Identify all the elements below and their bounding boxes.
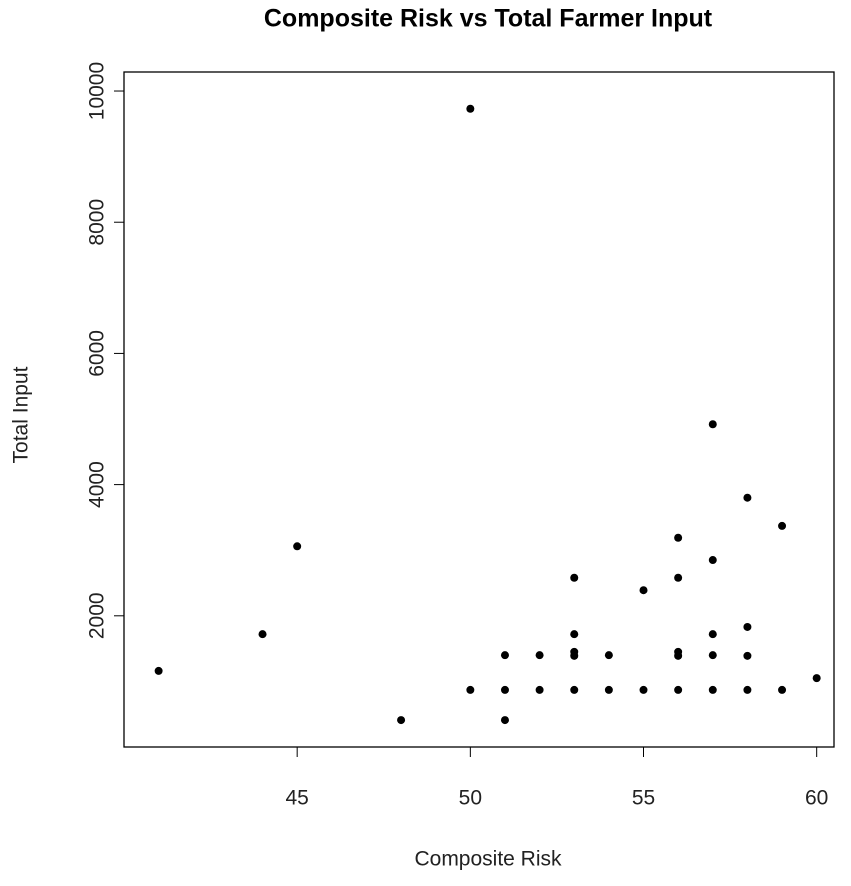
- point: [535, 651, 544, 660]
- point: [674, 651, 683, 660]
- point: [397, 716, 406, 725]
- x-tick-label: 55: [632, 787, 655, 810]
- chart-title: Composite Risk vs Total Farmer Input: [264, 5, 713, 33]
- point: [743, 622, 752, 631]
- point: [639, 586, 648, 595]
- point: [743, 493, 752, 502]
- point: [500, 716, 509, 725]
- point: [778, 521, 787, 530]
- plot-box: [123, 71, 835, 748]
- point: [674, 573, 683, 582]
- point: [743, 685, 752, 694]
- point: [708, 556, 717, 565]
- point: [293, 542, 302, 551]
- y-tick-label: 4000: [86, 461, 109, 508]
- y-tick-label: 6000: [86, 330, 109, 377]
- point: [708, 630, 717, 639]
- point: [500, 685, 509, 694]
- point: [570, 630, 579, 639]
- point: [154, 666, 163, 675]
- point: [639, 685, 648, 694]
- point: [570, 685, 579, 694]
- point: [708, 685, 717, 694]
- x-tick-label: 50: [459, 787, 482, 810]
- point: [570, 573, 579, 582]
- point: [778, 685, 787, 694]
- point: [674, 533, 683, 542]
- y-tick-label: 10000: [86, 62, 109, 120]
- point: [674, 685, 683, 694]
- y-tick-label: 8000: [86, 199, 109, 246]
- point: [743, 651, 752, 660]
- point: [708, 651, 717, 660]
- y-tick-label: 2000: [86, 592, 109, 639]
- y-axis-label: Total Input: [10, 366, 33, 463]
- point: [570, 651, 579, 660]
- point: [535, 685, 544, 694]
- point: [500, 651, 509, 660]
- x-tick-label: 60: [805, 787, 828, 810]
- point: [604, 651, 613, 660]
- point: [466, 104, 475, 113]
- point: [812, 674, 821, 683]
- point: [604, 685, 613, 694]
- point: [258, 630, 267, 639]
- x-axis-label: Composite Risk: [414, 848, 562, 871]
- x-tick-label: 45: [285, 787, 308, 810]
- point: [708, 420, 717, 429]
- point: [466, 685, 475, 694]
